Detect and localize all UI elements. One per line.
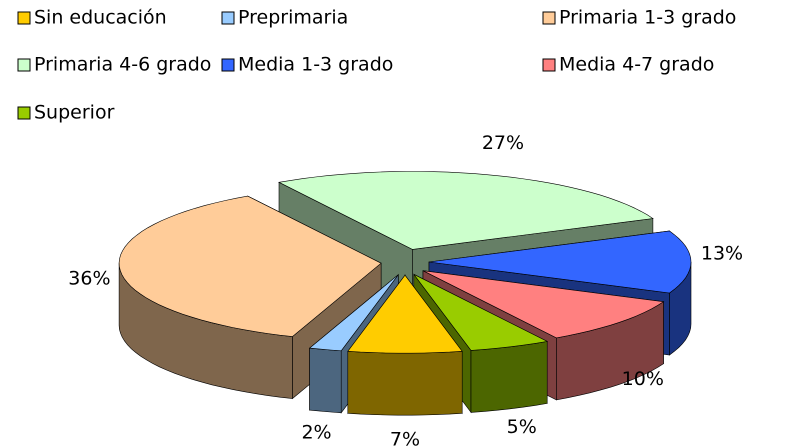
data-label: 13% bbox=[701, 243, 743, 265]
data-label: 5% bbox=[507, 416, 537, 438]
legend-label: Media 1-3 grado bbox=[238, 54, 393, 76]
data-label: 10% bbox=[622, 368, 664, 390]
legend-label: Primaria 4-6 grado bbox=[34, 54, 211, 76]
slice-side bbox=[309, 347, 342, 414]
slice bbox=[308, 274, 399, 352]
data-label: 27% bbox=[482, 132, 524, 154]
legend-swatch bbox=[221, 58, 235, 72]
data-label: 7% bbox=[390, 429, 420, 446]
legend-swatch bbox=[221, 11, 235, 25]
slice bbox=[422, 270, 665, 339]
legend-swatch bbox=[542, 11, 556, 25]
legend-label: Media 4-7 grado bbox=[559, 54, 714, 76]
slice bbox=[413, 274, 549, 351]
legend-label: Preprimaria bbox=[238, 7, 348, 29]
legend-swatch bbox=[17, 106, 31, 120]
slice-side bbox=[470, 341, 548, 413]
slice bbox=[347, 274, 463, 354]
legend: Sin educación Preprimaria Primaria 1-3 gra… bbox=[17, 7, 736, 124]
slice bbox=[428, 230, 692, 294]
slice bbox=[118, 195, 382, 337]
data-label: 2% bbox=[301, 421, 331, 443]
legend-swatch bbox=[17, 11, 31, 25]
data-label: 36% bbox=[68, 267, 110, 289]
legend-label: Superior bbox=[34, 102, 115, 124]
pie: 27% 13% 36% 10% 5% 2% 7% bbox=[68, 132, 743, 446]
legend-label: Primaria 1-3 grado bbox=[559, 7, 736, 29]
slice bbox=[278, 171, 654, 250]
slice-side bbox=[347, 350, 463, 416]
legend-swatch bbox=[17, 58, 31, 72]
legend-label: Sin educación bbox=[34, 7, 167, 29]
legend-swatch bbox=[542, 58, 556, 72]
